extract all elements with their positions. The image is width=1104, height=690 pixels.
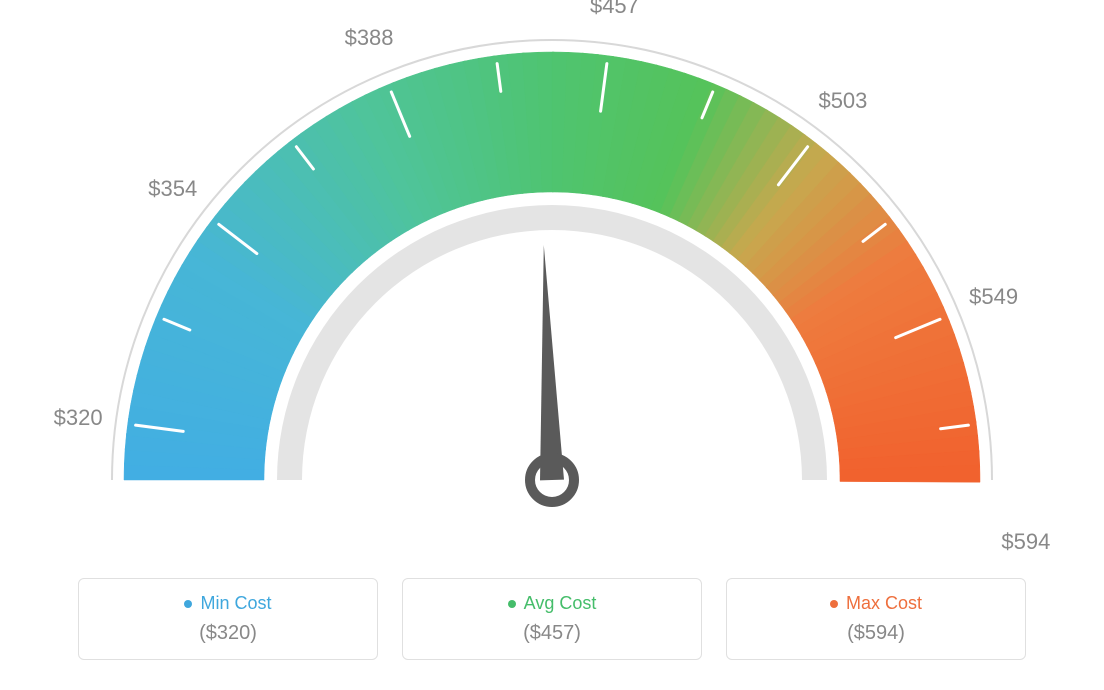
legend-top-min: Min Cost: [184, 593, 271, 614]
gauge-chart: $320 $354 $388 $457 $503 $549 $594: [0, 0, 1104, 560]
legend-top-max: Max Cost: [830, 593, 922, 614]
gauge-tick-label: $320: [54, 405, 103, 431]
legend-top-avg: Avg Cost: [508, 593, 597, 614]
legend-dot-min: [184, 600, 192, 608]
gauge-tick-label: $354: [148, 176, 197, 202]
legend-card-min: Min Cost ($320): [78, 578, 378, 660]
legend-value-min: ($320): [199, 622, 257, 645]
gauge-tick-label: $594: [1001, 529, 1050, 555]
gauge-tick-label: $549: [969, 284, 1018, 310]
legend-card-max: Max Cost ($594): [726, 578, 1026, 660]
legend-dot-avg: [508, 600, 516, 608]
legend-row: Min Cost ($320) Avg Cost ($457) Max Cost…: [0, 578, 1104, 660]
legend-card-avg: Avg Cost ($457): [402, 578, 702, 660]
legend-label-max: Max Cost: [846, 593, 922, 614]
legend-value-max: ($594): [847, 622, 905, 645]
legend-label-min: Min Cost: [200, 593, 271, 614]
legend-label-avg: Avg Cost: [524, 593, 597, 614]
gauge-tick-label: $503: [818, 88, 867, 114]
gauge-tick-label: $388: [345, 25, 394, 51]
gauge-tick-label: $457: [590, 0, 639, 19]
gauge-svg: [0, 0, 1104, 560]
legend-value-avg: ($457): [523, 622, 581, 645]
legend-dot-max: [830, 600, 838, 608]
